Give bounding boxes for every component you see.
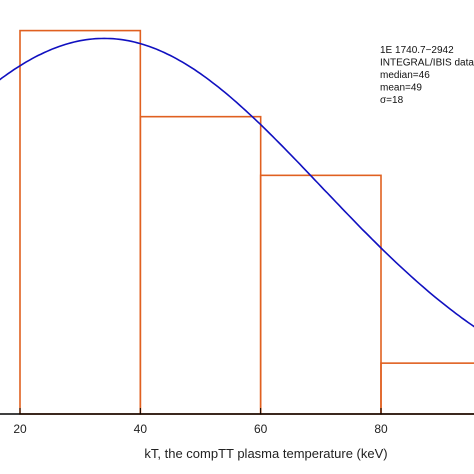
annotation-line-4: σ=18 [380,95,404,106]
histogram-bar-3 [380,362,474,415]
x-axis-ticks: 20 40 60 80 [13,408,388,436]
annotation-line-3: mean=49 [380,83,422,94]
gaussian-fit-curve [0,37,474,328]
histogram-bar-0 [19,29,142,415]
histogram-bar-2 [259,174,382,415]
x-axis-label: kT, the compTT plasma temperature (keV) [144,446,387,461]
x-tick-label-3: 80 [374,422,388,436]
annotation-line-2: median=46 [380,70,430,81]
legend-annotations: 1E 1740.7−2942 INTEGRAL/IBIS datamedian=4… [380,45,474,106]
x-tick-label-2: 60 [254,422,268,436]
x-tick-label-0: 20 [13,422,27,436]
histogram-bar-1 [139,115,262,415]
x-tick-label-1: 40 [134,422,148,436]
annotation-line-1: INTEGRAL/IBIS data [380,58,474,69]
annotation-line-0: 1E 1740.7−2942 [380,45,454,56]
